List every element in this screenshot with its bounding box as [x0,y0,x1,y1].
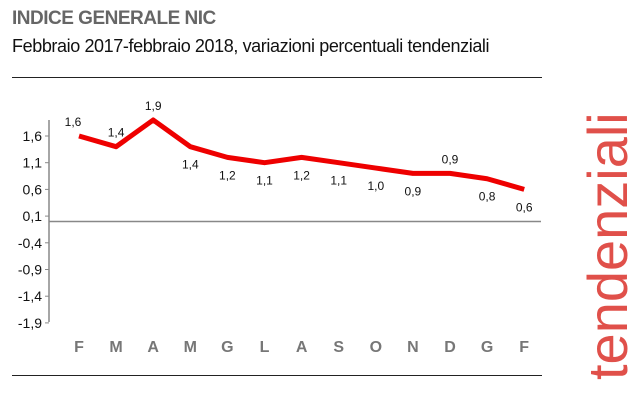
data-label: 0,9 [442,152,459,166]
x-tick-label: L [260,339,270,356]
chart-subtitle: Febbraio 2017-febbraio 2018, variazioni … [12,36,490,56]
x-tick-label: D [444,339,456,356]
data-label: 1,4 [108,126,125,140]
x-tick-label: F [519,339,529,356]
x-tick-label: A [147,339,159,356]
data-label: 1,2 [293,168,310,182]
data-label: 0,9 [405,184,422,198]
data-label: 1,0 [367,179,384,193]
y-tick-label: -1,9 [18,315,42,331]
y-tick-label: 0,6 [23,181,43,197]
chart-title: INDICE GENERALE NIC [12,8,216,29]
data-label: 1,6 [65,115,82,129]
x-tick-label: M [184,339,197,356]
x-tick-label: N [407,339,419,356]
data-label: 1,9 [145,99,162,113]
data-label: 0,8 [479,190,496,204]
x-tick-label: O [370,339,382,356]
bottom-divider [12,375,542,376]
y-tick-label: 1,6 [23,128,43,144]
y-tick-label: 1,1 [23,155,43,171]
x-tick-label: M [109,339,122,356]
y-tick-label: 0,1 [23,208,43,224]
data-label: 1,1 [330,174,347,188]
y-tick-label: -1,4 [18,288,42,304]
data-label: 1,1 [256,174,273,188]
top-divider [12,77,542,78]
x-tick-label: A [296,339,308,356]
data-label: 1,4 [182,158,199,172]
x-tick-label: G [481,339,493,356]
x-tick-label: S [333,339,344,356]
y-tick-label: -0,4 [18,235,42,251]
data-label: 1,2 [219,168,236,182]
x-tick-label: G [221,339,233,356]
data-label: 0,6 [516,200,533,214]
x-tick-label: F [74,339,84,356]
y-tick-label: -0,9 [18,262,42,278]
